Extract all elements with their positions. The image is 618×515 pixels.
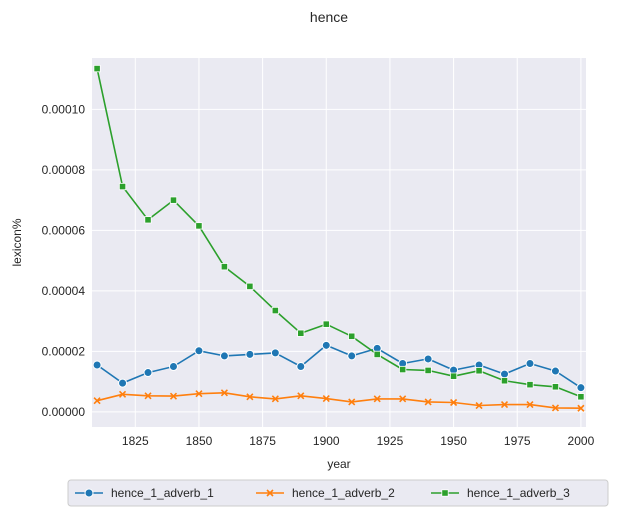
x-tick-label: 1950 — [440, 434, 467, 448]
data-point — [399, 395, 407, 403]
data-point — [245, 349, 255, 359]
data-point — [348, 332, 356, 340]
x-tick-label: 1875 — [249, 434, 276, 448]
data-point — [92, 360, 102, 370]
data-point — [525, 358, 535, 368]
data-point — [296, 362, 306, 372]
data-point — [93, 64, 101, 73]
series-2 — [93, 389, 585, 412]
y-tick-label: 0.00004 — [42, 284, 86, 298]
x-tick-label: 1975 — [504, 434, 531, 448]
legend-marker — [266, 489, 274, 497]
series-line — [96, 68, 582, 398]
data-point — [246, 393, 254, 401]
y-tick-label: 0.00000 — [42, 405, 86, 419]
data-point — [373, 350, 381, 359]
x-tick-label: 1925 — [377, 434, 404, 448]
data-point — [576, 383, 586, 393]
data-point — [500, 369, 510, 379]
data-point — [93, 397, 101, 405]
data-point — [399, 365, 407, 374]
data-point — [118, 182, 127, 191]
series-layer — [92, 64, 586, 412]
data-point — [297, 329, 305, 337]
data-point — [551, 383, 560, 391]
chart-title: hence — [310, 9, 348, 25]
data-point — [424, 366, 432, 375]
data-point — [500, 401, 509, 409]
data-point — [321, 340, 331, 350]
legend-entry: hence_1_adverb_1 — [75, 486, 214, 500]
series-3 — [93, 64, 585, 401]
data-point — [373, 395, 381, 403]
data-point — [195, 222, 203, 230]
legend-label: hence_1_adverb_2 — [292, 486, 395, 500]
data-point — [449, 372, 458, 380]
data-point — [246, 282, 254, 290]
data-point — [450, 398, 458, 407]
data-point — [475, 367, 483, 375]
x-tick-label: 1825 — [122, 434, 149, 448]
y-tick-label: 0.00008 — [42, 163, 86, 177]
data-point — [348, 398, 356, 406]
series-line — [96, 391, 581, 409]
data-point — [168, 362, 178, 372]
data-point — [500, 377, 509, 385]
legend-marker — [441, 489, 449, 497]
data-point — [144, 216, 152, 224]
y-tick-label: 0.00010 — [42, 102, 86, 116]
data-point — [194, 346, 204, 356]
data-point — [118, 390, 127, 398]
data-point — [144, 392, 152, 400]
data-point — [271, 395, 279, 403]
series-line — [96, 344, 582, 389]
data-point — [550, 366, 560, 376]
data-point — [270, 348, 280, 358]
legend-entry: hence_1_adverb_3 — [431, 486, 570, 500]
data-point — [143, 368, 153, 378]
data-point — [271, 306, 279, 315]
legend-label: hence_1_adverb_3 — [467, 486, 570, 500]
data-point — [169, 392, 178, 400]
data-point — [526, 381, 534, 389]
data-point — [347, 351, 357, 361]
legend-entry: hence_1_adverb_2 — [256, 486, 395, 500]
series-1 — [92, 340, 586, 393]
legend: hence_1_adverb_1 hence_1_adverb_2 hence_1_… — [67, 479, 609, 507]
legend-box — [67, 479, 609, 507]
data-point — [551, 404, 560, 412]
data-point — [220, 263, 229, 271]
data-point — [424, 398, 432, 406]
data-point — [220, 389, 228, 397]
tick-labels: 1825 1850 1875 1900 1925 1950 1975 2000 0.00000 0… — [42, 102, 595, 448]
x-tick-label: 2000 — [568, 434, 595, 448]
data-point — [577, 404, 585, 412]
data-point — [195, 390, 203, 398]
y-tick-label: 0.00002 — [42, 344, 86, 358]
legend-label: hence_1_adverb_1 — [111, 486, 214, 500]
data-point — [169, 196, 178, 204]
data-point — [577, 393, 585, 401]
x-tick-label: 1900 — [313, 434, 340, 448]
legend-marker — [84, 488, 94, 498]
y-tick-label: 0.00006 — [42, 223, 86, 237]
x-tick-label: 1850 — [186, 434, 213, 448]
data-point — [423, 354, 433, 364]
data-point — [219, 351, 229, 361]
data-point — [322, 320, 330, 328]
data-point — [118, 378, 128, 388]
data-point — [475, 401, 483, 410]
data-point — [297, 392, 305, 400]
data-point — [322, 395, 330, 403]
y-axis-label: lexicon% — [10, 218, 24, 266]
x-axis-label: year — [327, 457, 350, 471]
data-point — [526, 401, 534, 409]
